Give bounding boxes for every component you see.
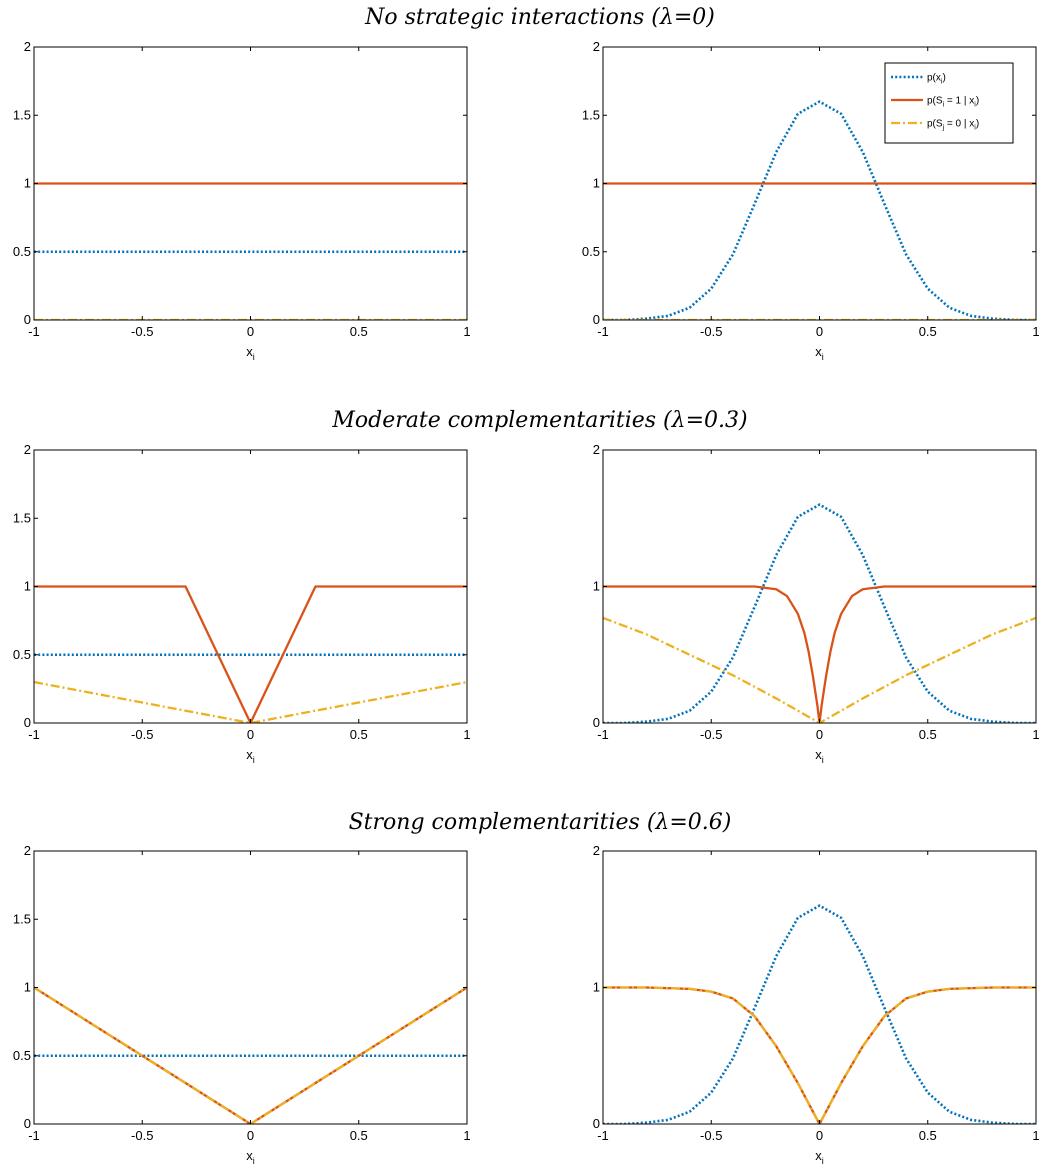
x-tick-label: -1 [597, 727, 609, 742]
x-tick-label: 0.5 [350, 727, 368, 742]
x-axis-label: xi [246, 344, 255, 362]
x-tick-label: -1 [28, 1128, 40, 1143]
y-tick-label: 1 [593, 579, 600, 594]
series-s0-line [603, 986, 1036, 1124]
y-tick-label: 0 [24, 312, 31, 327]
y-tick-label: 1 [24, 579, 31, 594]
legend-box [884, 62, 1014, 144]
x-tick-label: 0 [816, 727, 823, 742]
series-s1-line [34, 585, 467, 723]
x-axis-label: xi [246, 1148, 255, 1166]
x-tick-label: -1 [28, 324, 40, 339]
series-s0-line [34, 986, 467, 1124]
x-tick-label: 0 [247, 1128, 254, 1143]
legend-label-s0: p(Sj = 0 | xi) [927, 119, 979, 132]
row-title-2: Strong complementarities (λ=0.6) [349, 810, 732, 835]
x-tick-label: 0.5 [350, 324, 368, 339]
row-title-0: No strategic interactions (λ=0) [364, 5, 715, 30]
y-tick-label: 2 [24, 39, 31, 54]
y-tick-label: 0 [593, 1116, 600, 1131]
x-tick-label: -0.5 [131, 727, 153, 742]
x-tick-label: 1 [1032, 1128, 1039, 1143]
x-tick-label: -0.5 [700, 727, 722, 742]
y-tick-label: 0 [24, 1116, 31, 1131]
panel-1-0: -1 -0.5 0 0.5 1 0 0.5 1 1.5 2 xi [13, 442, 471, 765]
x-tick-label: 0 [816, 1128, 823, 1143]
x-tick-label: 0.5 [350, 1128, 368, 1143]
series-s1-line [603, 585, 1036, 723]
x-tick-label: 0 [816, 324, 823, 339]
x-tick-label: -1 [28, 727, 40, 742]
y-tick-label: 0 [24, 715, 31, 730]
y-tick-label: 2 [24, 442, 31, 457]
series-s0-line [34, 680, 467, 723]
x-tick-label: 0.5 [919, 727, 937, 742]
y-tick-label: 0.5 [13, 1048, 31, 1063]
y-tick-label: 2 [593, 39, 600, 54]
x-tick-label: 0.5 [919, 1128, 937, 1143]
x-axis-label: xi [815, 1148, 824, 1166]
x-tick-label: -1 [597, 324, 609, 339]
x-axis-label: xi [246, 747, 255, 765]
x-tick-label: 0 [247, 324, 254, 339]
x-tick-label: 1 [1032, 324, 1039, 339]
x-axis-label: xi [815, 747, 824, 765]
y-tick-label: 1.5 [13, 107, 31, 122]
y-tick-label: 1 [593, 176, 600, 191]
y-tick-label: 1.5 [582, 107, 600, 122]
series-px-line [603, 100, 1036, 320]
legend-label-s1: p(Si = 1 | xi) [927, 96, 979, 109]
y-tick-label: 2 [24, 843, 31, 858]
y-tick-label: 1 [593, 980, 600, 995]
x-tick-label: 1 [463, 324, 470, 339]
panel-2-0: -1 -0.5 0 0.5 1 0 0.5 1 1.5 2 xi [13, 843, 471, 1166]
series-s1-line [603, 986, 1036, 1124]
y-tick-label: 2 [593, 843, 600, 858]
y-tick-label: 1.5 [13, 510, 31, 525]
panel-2-1: -1 -0.5 0 0.5 1 0 1 2 xi [593, 843, 1039, 1166]
y-tick-label: 0.5 [13, 647, 31, 662]
x-tick-label: 1 [1032, 727, 1039, 742]
x-tick-label: 0 [247, 727, 254, 742]
y-tick-label: 1 [24, 176, 31, 191]
legend: p(xi)p(Si = 1 | xi)p(Sj = 0 | xi) [884, 62, 1014, 144]
x-tick-label: -0.5 [700, 324, 722, 339]
series-px-line [603, 904, 1036, 1124]
y-tick-label: 0 [593, 715, 600, 730]
y-tick-label: 1 [24, 980, 31, 995]
panel-0-0: -1 -0.5 0 0.5 1 0 0.5 1 1.5 2 xi [13, 39, 471, 362]
y-tick-label: 0 [593, 312, 600, 327]
x-tick-label: -1 [597, 1128, 609, 1143]
y-tick-label: 2 [593, 442, 600, 457]
x-tick-label: 1 [463, 1128, 470, 1143]
x-tick-label: 1 [463, 727, 470, 742]
x-axis-label: xi [815, 344, 824, 362]
axes-box [33, 850, 468, 1125]
series-s0-line [603, 616, 1036, 723]
y-tick-label: 1.5 [13, 911, 31, 926]
panel-1-1: -1 -0.5 0 0.5 1 0 1 2 xi [593, 442, 1039, 765]
x-tick-label: -0.5 [131, 324, 153, 339]
series-px-line [603, 503, 1036, 723]
panels: -1 -0.5 0 0.5 1 0 0.5 1 1.5 2 xi -1 -0.5 0 0.5 1 0 0.5 1 1.… [13, 39, 1039, 1166]
y-tick-label: 0.5 [13, 244, 31, 259]
x-tick-label: -0.5 [131, 1128, 153, 1143]
row-title-1: Moderate complementarities (λ=0.3) [331, 408, 747, 433]
y-tick-label: 0.5 [582, 244, 600, 259]
x-tick-label: 0.5 [919, 324, 937, 339]
x-tick-label: -0.5 [700, 1128, 722, 1143]
